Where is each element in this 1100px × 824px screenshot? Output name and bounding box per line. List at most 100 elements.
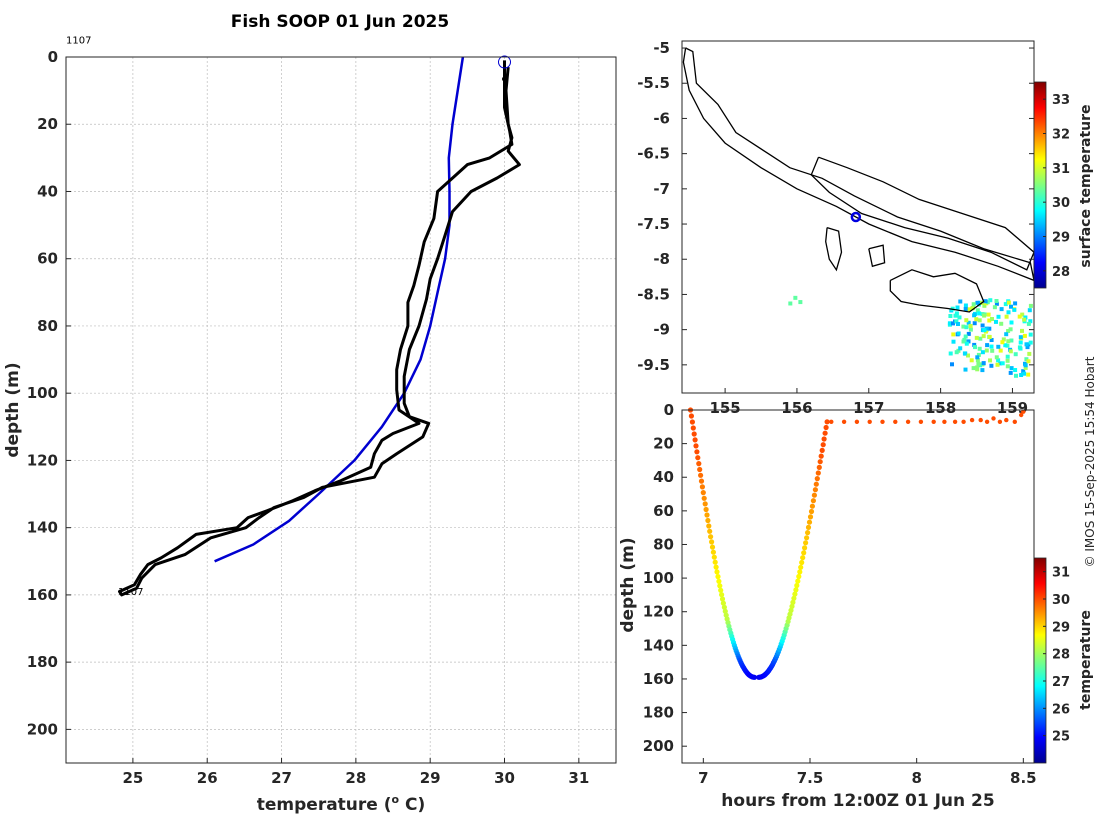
sst-pixel [994, 319, 998, 324]
island-outline [868, 244, 886, 268]
sst-pixel [973, 345, 977, 350]
sst-pixel [1006, 329, 1011, 333]
dive-point [800, 555, 806, 561]
dive-point [690, 425, 696, 431]
sst-pixel [1008, 327, 1013, 332]
sst-pixel [956, 331, 961, 336]
colorbar-tick-label: 32 [1052, 128, 1070, 143]
surface-point [997, 419, 1003, 424]
profile-id-annotation: 1107 [66, 36, 91, 47]
dive-axes-frame [681, 409, 1035, 764]
dive-point [798, 564, 804, 570]
sst-pixel [966, 353, 970, 358]
surface-point [1021, 409, 1026, 414]
sst-pixel [999, 307, 1004, 312]
sst-pixel [1006, 310, 1011, 315]
sst-pixel [966, 331, 971, 336]
sst-pixel [1028, 303, 1033, 308]
dive-point [810, 498, 817, 504]
colorbar-tick-label: 29 [1052, 620, 1070, 635]
colorbar-tick-label: 28 [1052, 648, 1070, 663]
sst-pixel [963, 367, 968, 372]
map-y-tick-label: -5 [653, 39, 670, 57]
sst-pixel [1023, 365, 1028, 370]
temperature-profile-panel: Fish SOOP 01 Jun 2025 25 26 27 28 29 30 31 0 20 4… [3, 12, 617, 815]
sst-pixel [1017, 314, 1022, 319]
dive-y-tick-label: 140 [643, 636, 674, 654]
dive-point [797, 569, 803, 575]
sst-pixel [971, 366, 976, 371]
sst-pixel [961, 324, 966, 329]
sst-pixel [1004, 332, 1009, 337]
dive-point [708, 534, 714, 540]
dive-point [806, 519, 813, 525]
sst-pixel [1026, 359, 1031, 364]
sst-pixel [1009, 320, 1014, 325]
y-tick-label: 40 [37, 182, 58, 200]
dive-point [803, 540, 809, 546]
dive-point [717, 583, 723, 589]
sst-pixel [1005, 354, 1010, 359]
map-x-tick-label: 159 [997, 399, 1028, 417]
dive-x-tick-label: 7 [698, 769, 708, 787]
x-tick-label: 25 [122, 769, 143, 787]
sst-pixel [1005, 358, 1010, 363]
dive-point [813, 481, 819, 487]
sst-pixel [982, 328, 987, 333]
dive-point [704, 512, 710, 518]
dive-point [808, 508, 815, 515]
dive-point [793, 587, 799, 593]
sst-pixel [954, 319, 959, 324]
sst-pixel [984, 348, 989, 353]
map-y-tick-label: -9 [653, 321, 670, 339]
sst-pixel [951, 339, 956, 344]
sst-pixel [948, 314, 953, 318]
dive-point [718, 587, 724, 593]
dive-point [821, 436, 827, 442]
sst-pixel [950, 362, 954, 367]
sst-pixel [1024, 357, 1029, 362]
sst-pixel [1008, 349, 1013, 354]
dive-point [698, 478, 705, 484]
sst-pixel [1012, 307, 1017, 312]
dive-colorbar [1033, 557, 1047, 764]
surface-point [961, 419, 966, 424]
sst-pixel [1022, 317, 1027, 322]
dive-point [691, 431, 697, 437]
sst-pixel [1027, 308, 1032, 313]
dive-point [712, 559, 718, 565]
dive-point [698, 472, 704, 478]
sst-pixel [951, 332, 956, 337]
sst-pixel [976, 361, 981, 366]
dive-point [815, 470, 821, 476]
surface-point [942, 419, 947, 424]
surface-point [905, 419, 911, 424]
sst-pixel [947, 321, 952, 326]
sst-pixel [1013, 352, 1018, 357]
dive-point [794, 582, 800, 589]
sst-pixel [1024, 342, 1029, 347]
map-y-tick-label: -6.5 [637, 145, 670, 163]
x-tick-label: 27 [271, 769, 292, 787]
sst-pixel [994, 299, 999, 303]
sst-pixel [964, 325, 969, 330]
y-tick-label: 200 [27, 720, 58, 738]
sst-pixel [948, 351, 953, 356]
colorbar-tick-label: 29 [1052, 231, 1070, 246]
sst-pixel [972, 321, 977, 326]
surface-point [854, 419, 860, 424]
dive-y-tick-label: 60 [653, 502, 674, 520]
sst-pixel [1003, 302, 1008, 307]
sst-pixel [954, 311, 959, 316]
surface-point [984, 419, 990, 424]
sst-pixel [1001, 337, 1006, 342]
dive-point [703, 506, 709, 513]
dive-point [719, 592, 725, 598]
dive-point [700, 490, 706, 496]
sst-pixel [975, 300, 980, 305]
dive-point [823, 424, 829, 431]
dive-y-tick-label: 20 [653, 435, 674, 453]
sst-pixel [976, 352, 981, 357]
map-colorbar-label: surface temperature [1078, 104, 1094, 267]
sst-pixel [989, 338, 994, 342]
